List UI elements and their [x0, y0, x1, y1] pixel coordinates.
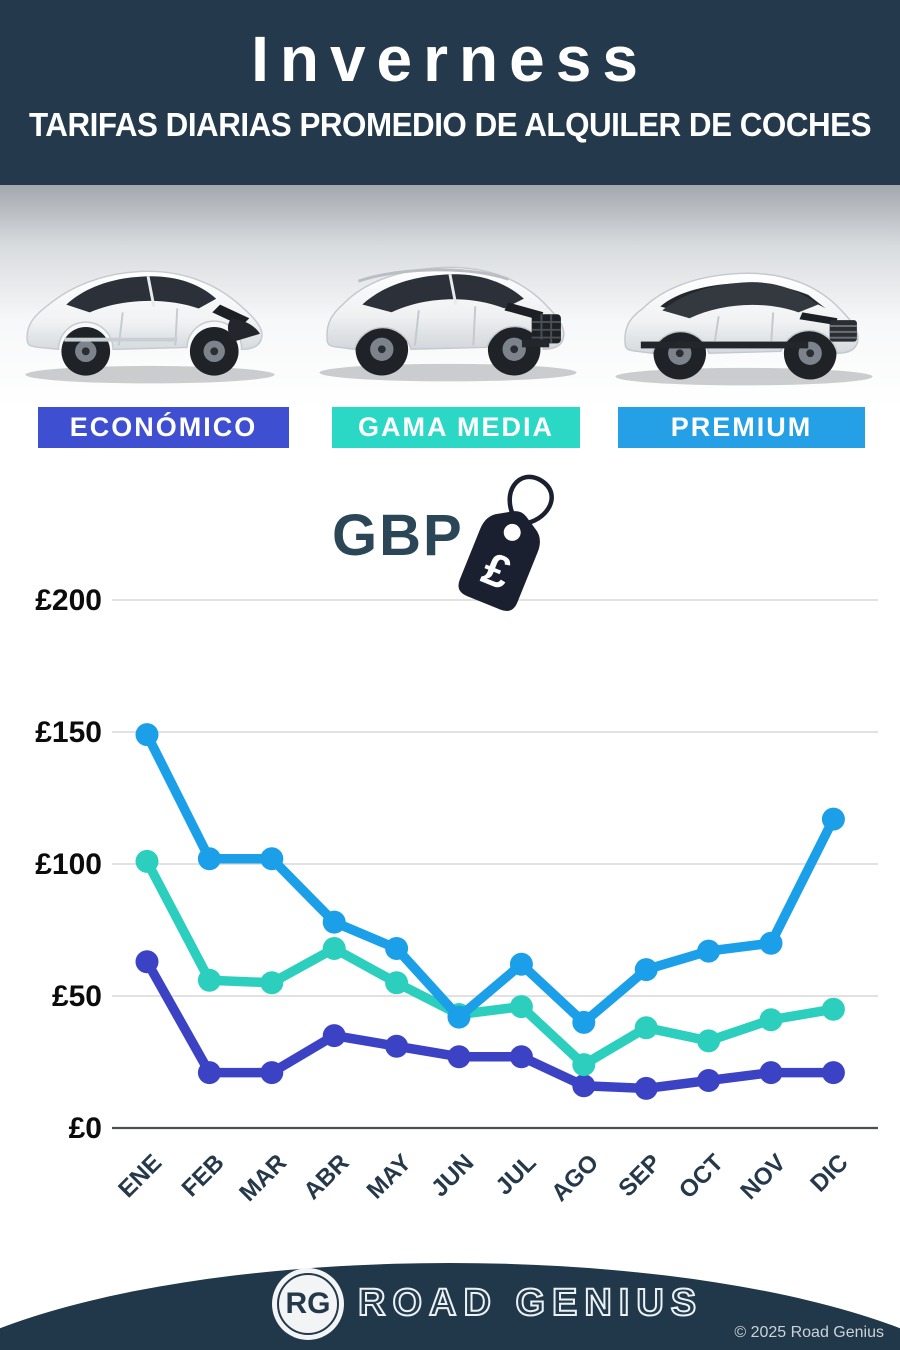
x-axis-month-label: NOV [735, 1149, 791, 1205]
page-subtitle: TARIFAS DIARIAS PROMEDIO DE ALQUILER DE … [28, 106, 872, 143]
midsize-suv-car-image [302, 214, 594, 394]
category-chip-gama-media: GAMA MEDIA [332, 407, 580, 448]
series-point [447, 1045, 471, 1069]
y-axis-tick: £100 [35, 848, 102, 881]
series-point [447, 1005, 471, 1029]
premium-suv-car-image [598, 218, 890, 398]
compact-hatchback-car-drawing [25, 270, 275, 384]
series-point [634, 1076, 658, 1100]
price-tag-icon: £ [444, 464, 570, 616]
series-point [634, 958, 658, 982]
series-point [260, 847, 284, 871]
x-axis-month-label: DIC [805, 1149, 853, 1197]
series-point [385, 971, 409, 995]
chart-canvas: £0 £50 £100 £150 £200 ENE FEB MAR ABR MAY JUN JUL AG… [35, 584, 878, 1207]
series-point [509, 952, 533, 976]
x-axis-month-label: MAY [362, 1149, 417, 1204]
price-tag-icon-drawing: £ [458, 474, 554, 611]
series-point [322, 910, 346, 934]
series-point [322, 937, 346, 960]
category-chip-economico: ECONÓMICO [38, 407, 289, 448]
series-point [135, 849, 159, 873]
page-title: Inverness [251, 23, 649, 95]
y-axis-tick: £0 [69, 1112, 102, 1145]
x-axis-month-label: ABR [299, 1149, 355, 1205]
series-point [385, 1034, 409, 1058]
series-line [142, 856, 839, 1070]
road-genius-logo-initials: RG [285, 1287, 331, 1320]
series-point [697, 939, 721, 963]
x-axis-month-label: ENE [113, 1149, 167, 1203]
x-axis-month-label: MAR [234, 1149, 292, 1207]
series-point [697, 1069, 721, 1092]
y-axis-tick: £150 [35, 716, 102, 749]
series-point [509, 1045, 533, 1069]
series-point [197, 847, 221, 871]
series-point [759, 931, 783, 955]
midsize-suv-car-drawing [319, 266, 577, 382]
y-axis-tick: £200 [35, 584, 102, 617]
series-point [634, 1016, 658, 1040]
series-point [509, 995, 533, 1019]
category-chip-economico-label: ECONÓMICO [69, 412, 258, 442]
x-axis-month-label: OCT [674, 1149, 729, 1204]
category-chip-premium-label: PREMIUM [670, 412, 813, 442]
series-point [572, 1053, 596, 1077]
premium-suv-car-drawing [615, 272, 873, 386]
series-point [322, 1024, 346, 1048]
compact-hatchback-car-image [4, 218, 296, 398]
category-chip-gama-media-label: GAMA MEDIA [358, 412, 554, 442]
series-point [697, 1029, 721, 1053]
category-chip-premium: PREMIUM [618, 407, 865, 448]
series-point [759, 1008, 783, 1032]
series-point [385, 937, 409, 960]
x-axis-month-label: JUL [490, 1149, 541, 1200]
header: Inverness TARIFAS DIARIAS PROMEDIO DE AL… [0, 0, 900, 185]
x-axis-month-label: FEB [177, 1149, 230, 1202]
x-axis-month-label: AGO [546, 1149, 604, 1207]
road-genius-brand-name: ROAD GENIUS [357, 1281, 704, 1325]
series-point [135, 723, 159, 747]
x-axis-month-label: JUN [426, 1149, 479, 1202]
series-point [197, 968, 221, 992]
series-point [197, 1061, 221, 1085]
series-point [135, 950, 159, 974]
series-point [572, 1010, 596, 1034]
rental-rates-line-chart: £0 £50 £100 £150 £200 ENE FEB MAR ABR MAY JUN JUL AG… [0, 570, 900, 1250]
series-point [260, 1061, 284, 1085]
series-point [821, 1061, 845, 1085]
y-axis-tick: £50 [52, 980, 102, 1013]
currency-code-label: GBP [332, 503, 464, 568]
series-point [572, 1074, 596, 1098]
series-point [759, 1061, 783, 1085]
series-point [821, 807, 845, 831]
x-axis-month-label: SEP [613, 1149, 666, 1202]
series-point [260, 971, 284, 995]
copyright-text: © 2025 Road Genius [734, 1324, 884, 1341]
series-point [821, 997, 845, 1021]
road-genius-logo: RG [272, 1268, 344, 1340]
